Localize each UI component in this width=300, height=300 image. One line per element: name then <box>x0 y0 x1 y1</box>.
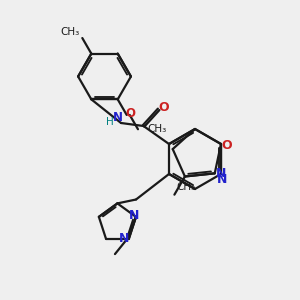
Text: CH₃: CH₃ <box>61 26 80 37</box>
Text: N: N <box>216 167 226 180</box>
Text: CH₃: CH₃ <box>148 124 167 134</box>
Text: O: O <box>159 101 170 114</box>
Text: N: N <box>129 209 140 222</box>
Text: N: N <box>119 232 130 244</box>
Text: O: O <box>222 139 232 152</box>
Text: O: O <box>125 107 135 120</box>
Text: H: H <box>106 117 113 128</box>
Text: CH₃: CH₃ <box>176 182 195 192</box>
Text: N: N <box>217 173 228 186</box>
Text: N: N <box>112 111 122 124</box>
